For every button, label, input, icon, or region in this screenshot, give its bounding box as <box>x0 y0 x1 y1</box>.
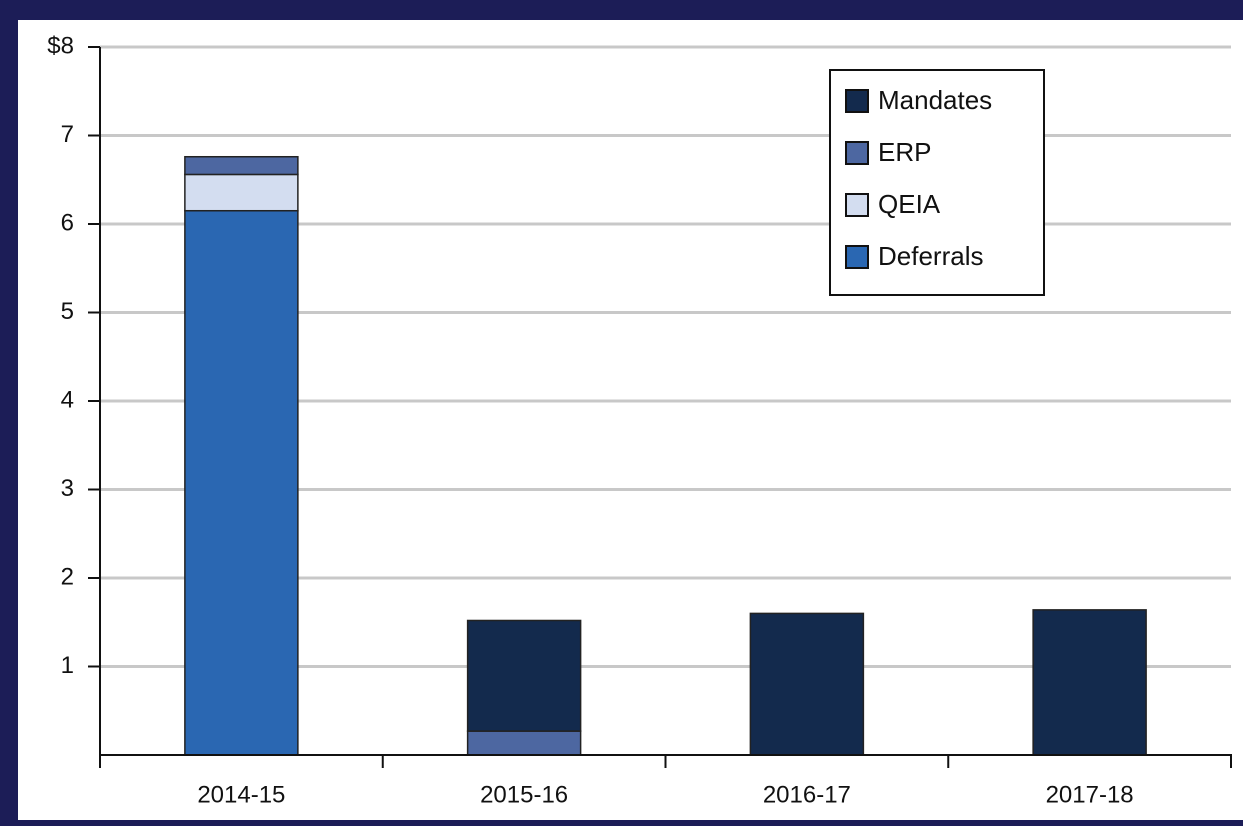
bar-segment <box>1032 609 1147 756</box>
y-tick-label: $8 <box>47 32 74 59</box>
bar-segment <box>466 730 582 756</box>
x-tick-label: 2017-18 <box>1046 781 1134 808</box>
x-tick-label: 2016-17 <box>763 781 851 808</box>
bar-segment <box>466 619 582 732</box>
legend-swatch <box>845 141 869 165</box>
legend-label: QEIA <box>878 189 941 219</box>
legend-label: Deferrals <box>878 241 983 271</box>
y-tick-label: 2 <box>61 563 74 590</box>
x-tick-label: 2015-16 <box>480 781 568 808</box>
bar-segment <box>749 612 865 756</box>
y-tick-label: 5 <box>61 298 74 325</box>
x-tick-label: 2014-15 <box>197 781 285 808</box>
y-tick-label: 3 <box>61 475 74 502</box>
bar-segment <box>184 209 299 756</box>
legend-swatch <box>845 193 869 217</box>
legend-label: Mandates <box>878 85 992 115</box>
bar-segment <box>184 173 299 212</box>
legend-swatch <box>845 245 869 269</box>
legend-swatch <box>845 89 869 113</box>
y-tick-label: 6 <box>61 209 74 236</box>
legend-label: ERP <box>878 137 931 167</box>
bar-segment <box>184 155 299 176</box>
y-tick-label: 4 <box>61 386 74 413</box>
y-tick-label: 7 <box>61 121 74 148</box>
y-tick-label: 1 <box>61 652 74 679</box>
